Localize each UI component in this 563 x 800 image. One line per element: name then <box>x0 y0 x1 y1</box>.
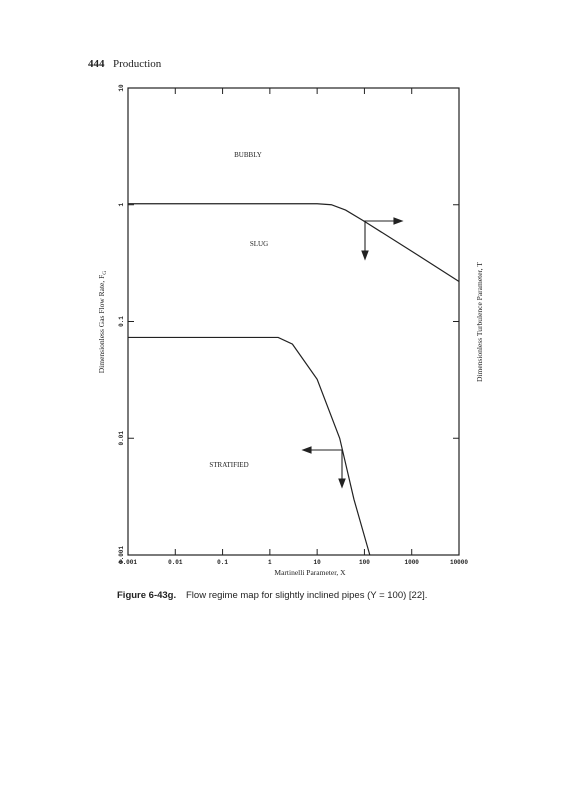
region-label: BUBBLY <box>234 151 262 159</box>
x-tick-label: 10 <box>314 559 322 566</box>
arrows <box>301 217 404 489</box>
arrow-head <box>361 250 369 261</box>
x-tick-label: 0.001 <box>119 559 137 566</box>
caption-text: Flow regime map for slightly inclined pi… <box>186 590 427 601</box>
y-tick-label: 0.001 <box>118 546 125 564</box>
y-tick-label: 0.01 <box>118 431 125 446</box>
y-axis-label-subscript: G <box>102 271 108 275</box>
page-number: 444 <box>88 58 105 70</box>
region-label: STRATIFIED <box>209 461 248 469</box>
curve <box>128 203 460 283</box>
y-axis-label-main: Dimensionless Gas Flow Rate, F <box>97 275 106 374</box>
arrow-head <box>393 217 404 225</box>
x-tick-label: 10000 <box>450 559 468 566</box>
y-tick-label: 0.1 <box>118 316 125 327</box>
x-tick-label: 0.01 <box>168 559 183 566</box>
x-tick-label: 0.1 <box>217 559 228 566</box>
y2-axis-label: Dimensionless Turbulence Parameter, T <box>475 262 484 382</box>
region-label: SLUG <box>250 240 268 248</box>
x-axis-label: Martinelli Parameter, X <box>274 568 346 577</box>
arrow-head <box>301 446 312 454</box>
caption-label: Figure 6-43g. <box>117 590 176 601</box>
curve <box>128 336 371 556</box>
y-tick-label: 10 <box>118 84 125 92</box>
x-tick-label: 100 <box>359 559 370 566</box>
section-title: Production <box>113 58 162 70</box>
y-tick-label: 1 <box>118 203 125 207</box>
x-tick-label: 1000 <box>405 559 420 566</box>
y-axis-label: Dimensionless Gas Flow Rate, FG <box>97 271 108 374</box>
x-tick-label: 1 <box>268 559 272 566</box>
arrow-head <box>338 478 346 489</box>
